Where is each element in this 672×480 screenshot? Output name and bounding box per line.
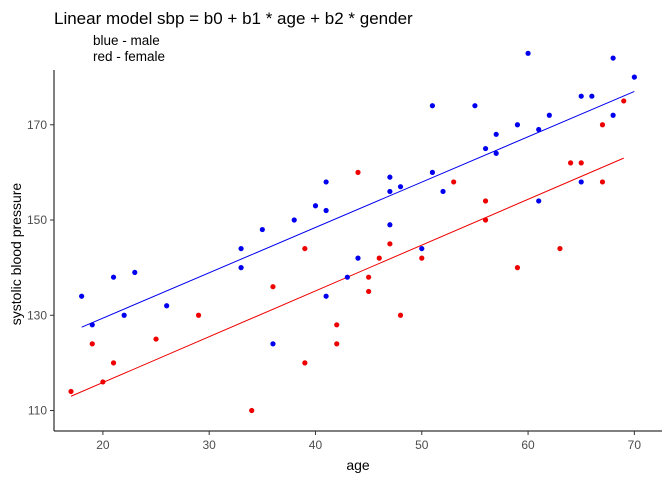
male-data-point [323,207,329,214]
male-data-point [429,103,436,109]
legend-line-male: blue - male [93,33,160,48]
y-tick-label: 110 [28,404,47,418]
male-data-point [387,174,393,180]
female-data-point [302,360,308,366]
female-data-point [334,341,340,347]
female-data-point [451,179,457,185]
female-data-point [249,407,255,414]
female-data-point [376,255,382,261]
male-data-point [429,169,436,175]
male-data-point [525,50,531,56]
x-tick-label: 40 [309,438,323,452]
male-data-point [536,126,542,133]
male-data-point [323,179,329,185]
female-data-point [366,288,372,295]
male-data-point [387,188,393,195]
male-data-point [578,93,584,99]
male-data-point [344,274,350,280]
female-data-point [100,379,106,385]
female-data-point [482,198,489,204]
male-fit-line [81,90,635,328]
female-data-point [557,245,563,252]
male-data-point [132,269,138,276]
male-data-point [355,255,361,261]
legend-line-female: red - female [93,49,165,64]
male-data-point [514,122,521,128]
male-data-point [238,245,244,252]
male-data-point [312,203,319,209]
y-axis-title: systolic blood pressure [8,183,24,326]
female-data-point [514,265,521,271]
female-data-point [397,312,404,318]
male-data-point [536,198,542,204]
male-data-point [259,226,265,233]
female-data-point [195,312,202,318]
male-data-point [440,188,446,195]
male-data-point [546,112,552,118]
male-data-point [610,112,616,118]
female-data-point [599,179,606,185]
male-data-point [270,341,276,347]
male-data-point [323,293,329,299]
female-data-point [334,322,340,328]
y-tick-label: 170 [27,118,47,132]
male-data-point [589,93,595,99]
male-data-point [472,103,478,109]
female-data-point [482,217,489,223]
female-data-point [355,169,361,175]
male-data-point [493,131,499,137]
female-data-point [387,241,393,247]
x-axis-title: age [346,457,370,473]
male-data-point [397,184,404,190]
male-data-point [631,74,637,80]
male-data-point [79,293,85,299]
x-tick-label: 70 [628,438,642,452]
male-data-point [610,55,616,61]
x-tick-label: 20 [96,438,110,452]
x-tick-label: 50 [415,438,429,452]
female-data-point [302,245,308,252]
male-data-point [110,274,117,280]
female-data-point [578,160,584,166]
chart-title: Linear model sbp = b0 + b1 * age + b2 * … [54,9,413,28]
y-tick-label: 150 [27,213,47,227]
female-data-point [110,360,117,366]
male-data-point [482,145,489,152]
y-axis-ticks: 110 130 150 170 [27,118,54,418]
female-data-point [89,341,95,347]
male-data-point [387,222,393,228]
female-data-point [621,98,627,104]
male-data-point [89,322,95,328]
male-data-point [238,265,244,271]
x-tick-label: 30 [203,438,217,452]
female-data-point [419,255,425,261]
female-data-point [153,336,159,342]
male-data-point [164,303,170,309]
female-data-point [366,274,372,280]
male-data-point [121,312,127,318]
female-data-point [599,122,606,128]
female-data-point [68,388,74,395]
male-data-point [578,179,584,185]
x-axis-ticks: 20 30 40 50 60 70 [96,431,641,452]
male-data-point [493,150,499,156]
male-data-point [291,217,297,223]
male-data-point [419,245,425,252]
y-tick-label: 130 [27,308,47,322]
female-data-point [270,284,276,290]
data-points [68,50,637,414]
fit-lines [70,90,635,397]
female-data-point [567,160,574,166]
x-tick-label: 60 [521,438,535,452]
